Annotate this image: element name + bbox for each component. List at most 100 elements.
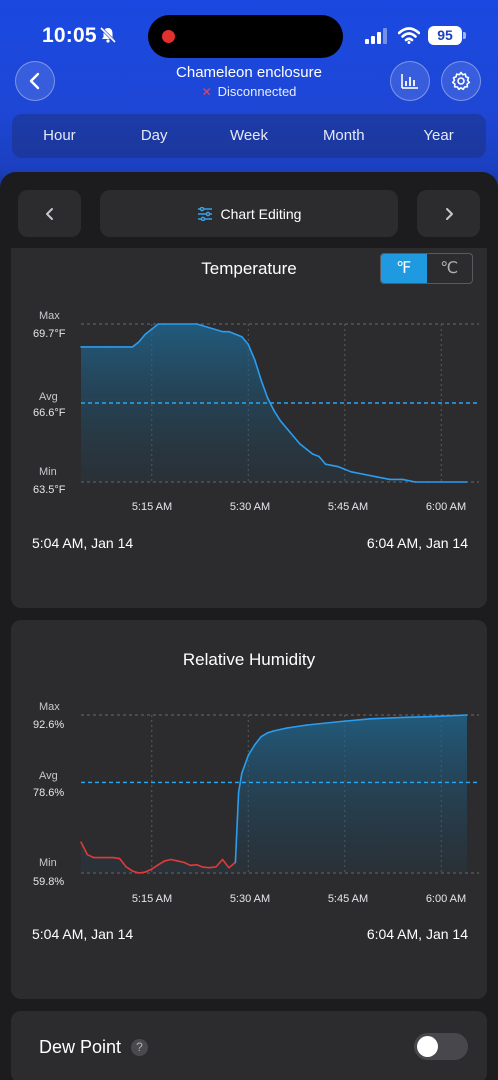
settings-button[interactable] bbox=[441, 61, 481, 101]
temperature-card: Temperature ℉ ℃ Max 69.7°F Avg 66.6°F Mi… bbox=[11, 248, 487, 608]
unit-celsius-button[interactable]: ℃ bbox=[440, 260, 459, 277]
gear-icon bbox=[451, 71, 471, 91]
series-line-segment bbox=[286, 724, 307, 729]
series-line-segment bbox=[273, 727, 288, 732]
back-button[interactable] bbox=[15, 61, 55, 101]
tab-year[interactable]: Year bbox=[423, 127, 454, 144]
series-line-segment bbox=[305, 448, 314, 455]
series-line-segment bbox=[80, 841, 89, 856]
tab-week[interactable]: Week bbox=[229, 127, 269, 144]
range-start: 5:04 AM, Jan 14 bbox=[32, 535, 134, 551]
x-tick-label: 5:45 AM bbox=[327, 893, 369, 905]
series-area bbox=[81, 715, 467, 873]
sliders-icon bbox=[197, 206, 212, 221]
min-label: Min bbox=[39, 857, 57, 869]
avg-value: 66.6°F bbox=[33, 407, 66, 419]
series-line-segment bbox=[363, 473, 378, 478]
cell-signal-icon bbox=[365, 28, 387, 44]
status-bar: 10:05 95 bbox=[0, 0, 498, 60]
series-line-segment bbox=[337, 465, 353, 473]
series-line-segment bbox=[125, 865, 134, 872]
avg-label: Avg bbox=[39, 391, 58, 403]
x-tick-label: 6:00 AM bbox=[425, 893, 467, 905]
series-area bbox=[81, 324, 467, 482]
series-line-segment bbox=[247, 744, 256, 757]
status-time: 10:05 bbox=[42, 24, 97, 47]
series-line-segment bbox=[286, 427, 295, 437]
series-line-segment bbox=[369, 716, 404, 720]
wifi-icon bbox=[398, 27, 420, 44]
series-line-segment bbox=[86, 853, 95, 859]
series-line-segment bbox=[318, 455, 327, 465]
x-tick-label: 5:15 AM bbox=[131, 501, 173, 513]
min-value: 59.8% bbox=[33, 876, 65, 888]
series-line-segment bbox=[183, 861, 192, 867]
series-line-segment bbox=[215, 858, 224, 868]
dynamic-island bbox=[148, 15, 343, 58]
unit-toggle: ℉ ℃ bbox=[380, 253, 473, 284]
series-line-segment bbox=[260, 379, 269, 399]
series-line-segment bbox=[221, 858, 230, 869]
toggle-knob bbox=[417, 1036, 438, 1057]
tab-month[interactable]: Month bbox=[322, 127, 365, 144]
series-line-segment bbox=[131, 341, 140, 348]
series-line-segment bbox=[118, 857, 127, 868]
max-value: 92.6% bbox=[33, 719, 65, 731]
connection-status: ✕ Disconnected bbox=[100, 84, 398, 99]
page-title: Chameleon enclosure bbox=[176, 64, 322, 81]
series-line-segment bbox=[150, 864, 159, 870]
humidity-card: Relative Humidity Max 92.6% Avg 78.6% Mi… bbox=[11, 620, 487, 999]
max-label: Max bbox=[39, 310, 60, 322]
series-line-segment bbox=[324, 463, 340, 468]
time-range-tabs: Hour Day Week Month Year bbox=[12, 114, 486, 158]
tab-day[interactable]: Day bbox=[140, 127, 168, 144]
chevron-left-icon bbox=[45, 207, 53, 220]
series-line-segment bbox=[337, 718, 372, 723]
range-end: 6:04 AM, Jan 14 bbox=[366, 535, 468, 551]
bar-chart-icon bbox=[401, 74, 418, 89]
series-line-segment bbox=[311, 453, 320, 458]
tab-hour[interactable]: Hour bbox=[43, 127, 76, 144]
temperature-title: Temperature bbox=[201, 259, 297, 278]
series-line-segment bbox=[376, 476, 391, 481]
chart-editing-label: Chart Editing bbox=[220, 205, 302, 222]
max-label: Max bbox=[39, 701, 60, 713]
battery-indicator: 95 bbox=[428, 26, 462, 45]
x-tick-label: 5:30 AM bbox=[229, 893, 271, 905]
series-line-segment bbox=[241, 754, 250, 775]
dew-point-label: Dew Point bbox=[39, 1037, 122, 1057]
chevron-right-icon bbox=[445, 207, 453, 220]
x-tick-label: 5:15 AM bbox=[131, 893, 173, 905]
series-line-segment bbox=[228, 330, 243, 338]
series-line-segment bbox=[163, 858, 172, 862]
series-line-segment bbox=[112, 856, 121, 860]
series-line-segment bbox=[150, 323, 159, 330]
series-line-segment bbox=[237, 772, 243, 793]
series-line-segment bbox=[208, 865, 217, 869]
series-line-segment bbox=[260, 732, 269, 738]
series-line-segment bbox=[170, 858, 179, 862]
unit-fahrenheit-button[interactable]: ℉ bbox=[381, 254, 427, 283]
series-line-segment bbox=[138, 333, 147, 343]
bell-muted-icon bbox=[99, 26, 117, 44]
series-line-segment bbox=[234, 791, 240, 864]
series-line-segment bbox=[434, 714, 468, 718]
dew-point-toggle[interactable] bbox=[414, 1033, 468, 1060]
help-icon[interactable]: ? bbox=[131, 1039, 148, 1056]
min-label: Min bbox=[39, 466, 57, 478]
chart-view-button[interactable] bbox=[390, 61, 430, 101]
previous-period-button[interactable] bbox=[18, 190, 81, 237]
series-line-segment bbox=[157, 860, 166, 866]
series-line-segment bbox=[266, 730, 275, 734]
series-line-segment bbox=[350, 471, 365, 476]
series-line-segment bbox=[292, 435, 301, 445]
chart-editing-button[interactable]: Chart Editing bbox=[100, 190, 398, 237]
avg-value: 78.6% bbox=[33, 787, 65, 799]
next-period-button[interactable] bbox=[417, 190, 480, 237]
dew-point-card: Dew Point ? bbox=[11, 1011, 487, 1080]
series-line-segment bbox=[279, 420, 288, 430]
disconnected-x-icon: ✕ bbox=[201, 85, 212, 99]
recording-dot-icon bbox=[162, 30, 175, 43]
series-line-segment bbox=[298, 442, 307, 450]
x-tick-label: 6:00 AM bbox=[425, 501, 467, 513]
